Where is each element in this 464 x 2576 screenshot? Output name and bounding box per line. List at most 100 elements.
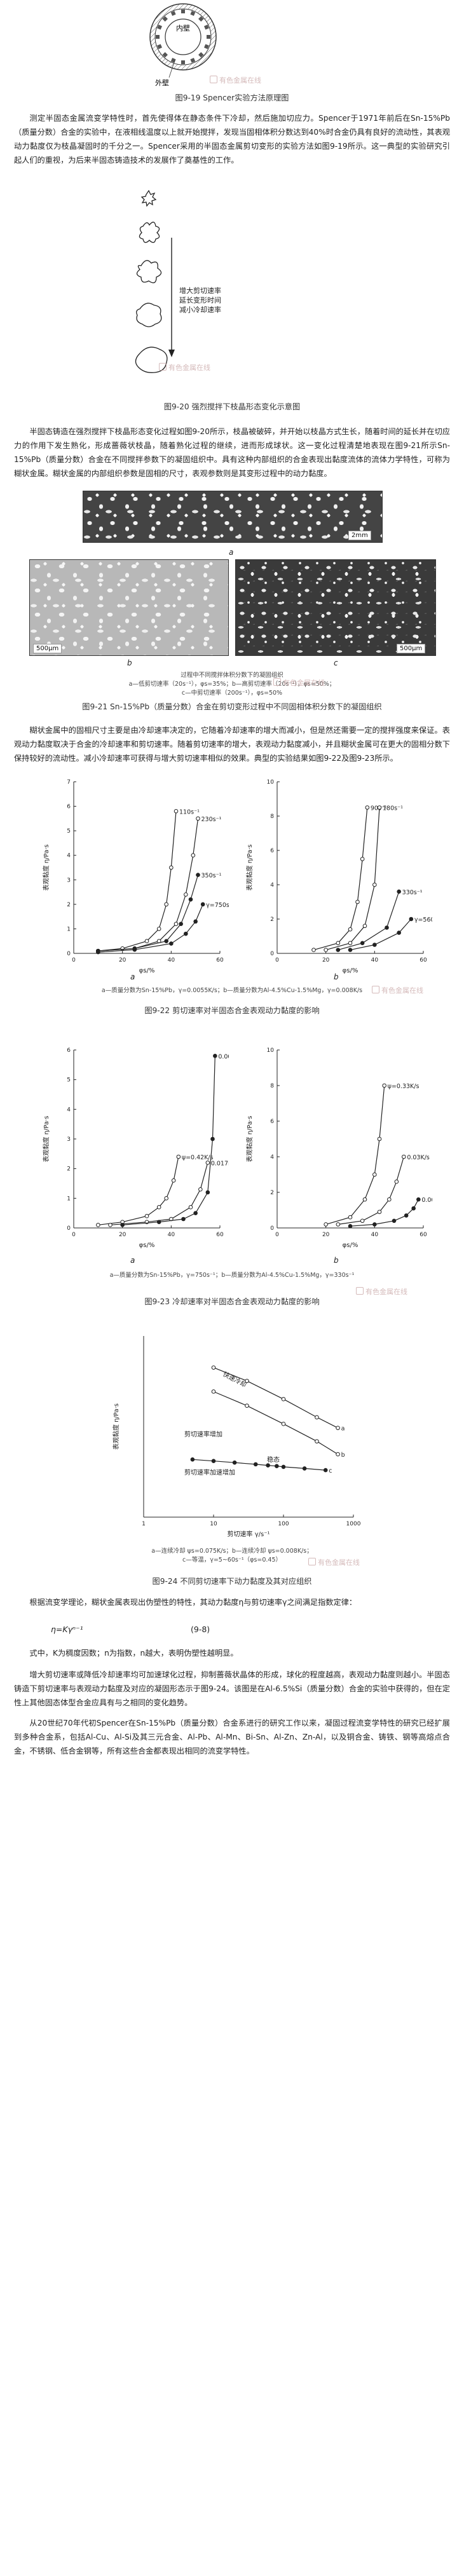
data-point: [188, 897, 193, 902]
data-point: [360, 857, 365, 861]
data-point: [232, 1460, 237, 1465]
fig-9-21-legend-1: 过程中不同搅拌体积分数下的凝固组织: [181, 672, 283, 679]
series-label: 350s⁻¹: [201, 873, 222, 880]
data-point: [144, 939, 149, 944]
x-tick-label: 20: [322, 957, 330, 964]
series-label: 330s⁻¹: [402, 889, 423, 896]
series-line: [325, 1085, 385, 1225]
outer-wall-label: 外壁: [155, 78, 169, 87]
data-point: [387, 1197, 392, 1202]
gear-tooth: [190, 11, 196, 16]
data-point: [394, 1179, 399, 1184]
data-point: [205, 1190, 210, 1195]
data-point: [315, 1415, 319, 1420]
series-line: [325, 807, 380, 951]
series-label: 230s⁻¹: [201, 816, 222, 823]
gear-tooth: [204, 44, 209, 50]
watermark: 有色金属在线: [210, 75, 261, 85]
gear-tooth: [162, 16, 168, 22]
data-point: [213, 1054, 217, 1058]
series-label: ψ=0.33K/s: [388, 1083, 420, 1090]
series-label: 0.017K/s: [211, 1160, 229, 1167]
series-line: [350, 1199, 419, 1227]
y-tick-label: 2: [67, 902, 71, 908]
data-point: [96, 1223, 100, 1227]
fig-9-21-legend-2: a—低剪切速率（20s⁻¹），φs=35%；b—高剪切速率（20s⁻¹），φs=…: [128, 681, 336, 688]
y-tick-label: 4: [270, 1154, 274, 1161]
y-tick-label: 4: [67, 853, 71, 859]
series-line: [350, 918, 412, 951]
gear-tooth: [190, 58, 196, 63]
data-point: [266, 1463, 270, 1468]
series-line: [98, 818, 199, 951]
x-tick-label: 0: [72, 957, 76, 964]
data-point: [193, 919, 198, 924]
data-point: [372, 1222, 377, 1227]
fig-9-24-caption: 图9-24 不同剪切速率下动力黏度及其对应组织: [152, 1577, 312, 1586]
gear-tooth: [204, 24, 209, 30]
data-point: [196, 873, 200, 877]
x-tick-label: 1: [142, 1521, 146, 1527]
x-tick-label: 40: [371, 957, 379, 964]
gear-tooth: [181, 10, 185, 13]
paragraph-3: 糊状金属中的固相尺寸主要是由冷却速率决定的，它随着冷却速率的增大而减小，但是然还…: [14, 726, 450, 763]
x-tick-label: 100: [278, 1521, 289, 1527]
series-label: ψ=0.42K/s: [182, 1154, 214, 1161]
data-point: [164, 902, 168, 907]
data-point: [402, 1154, 406, 1159]
gear-tooth: [207, 35, 210, 39]
y-tick-label: 0: [270, 951, 274, 957]
paragraph-2: 半固态铸造在强烈搅拌下枝晶形态变化过程如图9-20所示，枝晶被破碎，并开始以枝晶…: [14, 427, 450, 478]
data-point: [348, 927, 353, 932]
data-point: [281, 1464, 286, 1469]
x-tick-label: 0: [72, 1232, 76, 1238]
y-tick-label: 3: [67, 877, 71, 883]
y-axis-label: 表观黏度 η/Pa·s: [245, 845, 254, 891]
data-point: [211, 1459, 216, 1464]
data-point: [397, 889, 401, 894]
data-point: [179, 922, 183, 927]
x-tick-label: 20: [119, 957, 126, 964]
panel-label-b: b: [127, 658, 132, 667]
y-tick-label: 5: [67, 828, 71, 835]
spencer-apparatus-diagram: 内壁 外壁: [149, 3, 217, 87]
x-tick-label: 20: [322, 1232, 330, 1238]
data-point: [211, 1389, 216, 1394]
y-tick-label: 0: [67, 951, 71, 957]
data-point: [171, 1178, 176, 1183]
data-point: [348, 941, 353, 946]
y-tick-label: 1: [67, 926, 71, 932]
data-point: [416, 1197, 421, 1202]
fig-9-23-legend: a—质量分数为Sn-15%Pb，γ=750s⁻¹；b—质量分数为Al-4.5%C…: [109, 1272, 355, 1279]
watermark: 有色金属在线: [273, 678, 325, 688]
series-line: [338, 891, 400, 951]
data-point: [196, 816, 200, 821]
data-point: [144, 1214, 149, 1218]
fig-9-23b-chart: 0 20 40 60 0 2 4 6 8 10 φs/% 表观黏度 η/Pa·s ψ=0.33K/s 0.…: [245, 1047, 432, 1249]
x-tick-label: 0: [275, 1232, 279, 1238]
data-point: [360, 1218, 365, 1223]
x-axis-label: 剪切速率 γ/s⁻¹: [228, 1530, 270, 1538]
y-tick-label: 10: [267, 779, 275, 786]
data-point: [169, 865, 174, 870]
x-tick-label: 40: [371, 1232, 379, 1238]
watermark: 有色金属在线: [372, 985, 423, 995]
series-label: 180s⁻¹: [383, 805, 403, 812]
panel-label-a: a: [130, 1256, 135, 1265]
paragraph-6: 增大剪切速率或降低冷却速率均可加速球化过程，抑制蔷薇状晶体的形成，球化的程度越高…: [14, 1670, 450, 1707]
y-tick-label: 8: [270, 814, 274, 820]
data-point: [200, 902, 205, 907]
gear-tooth: [198, 16, 204, 22]
series-line: [213, 1391, 338, 1455]
data-point: [281, 1397, 286, 1401]
data-point: [372, 882, 377, 887]
x-tick-label: 0: [275, 957, 279, 964]
x-tick-label: 60: [420, 957, 427, 964]
gear-tooth: [170, 11, 176, 16]
data-point: [169, 941, 174, 946]
scale-bar-2mm: 2mm: [348, 531, 371, 540]
data-point: [336, 1222, 341, 1227]
equation-9-8: η=Kγⁿ⁻¹ (9-8): [51, 1625, 432, 1634]
